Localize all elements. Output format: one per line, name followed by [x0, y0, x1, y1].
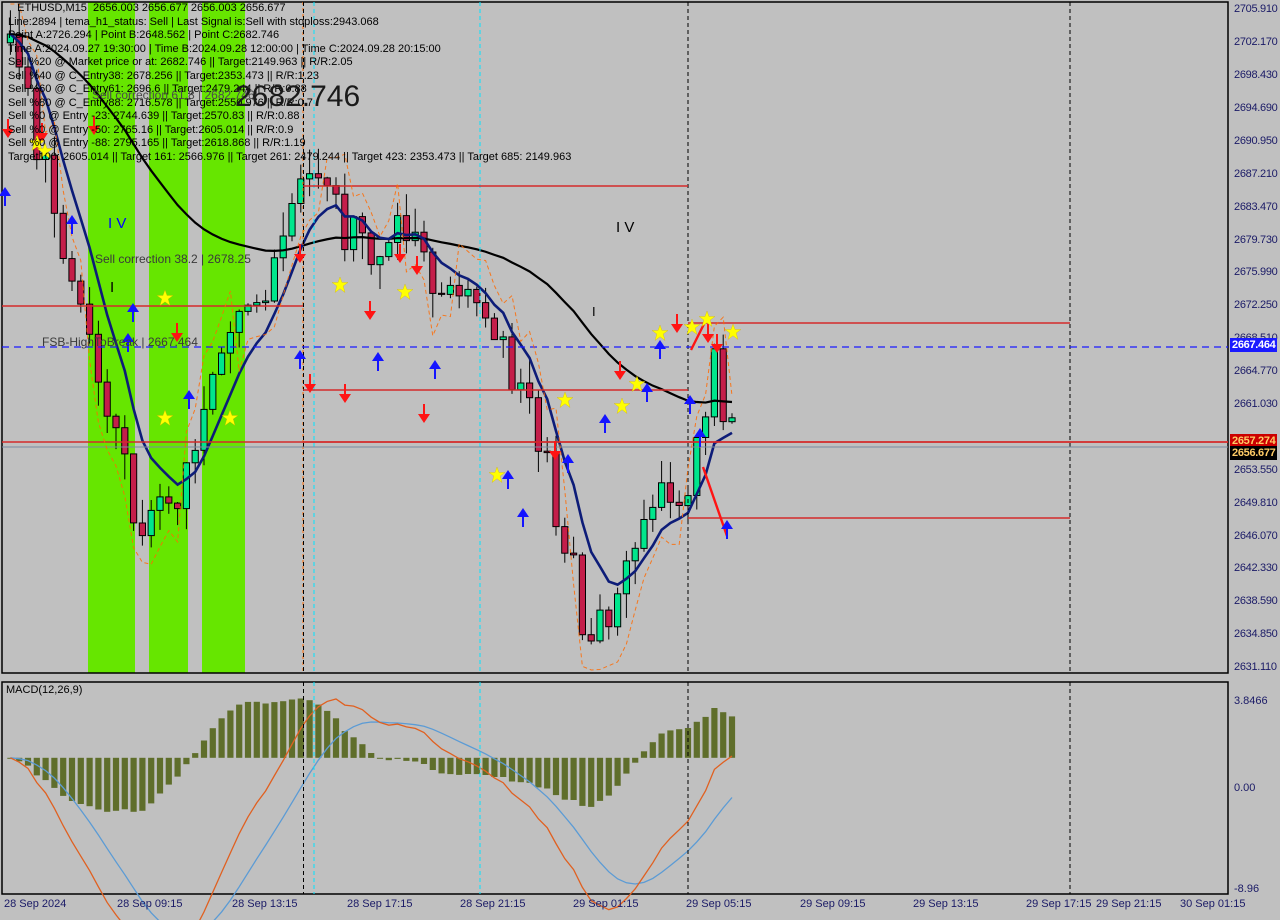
svg-text:I: I [592, 304, 596, 319]
svg-text:I: I [110, 279, 114, 296]
svg-text:I V: I V [108, 215, 126, 232]
svg-text:I V: I V [616, 219, 634, 236]
